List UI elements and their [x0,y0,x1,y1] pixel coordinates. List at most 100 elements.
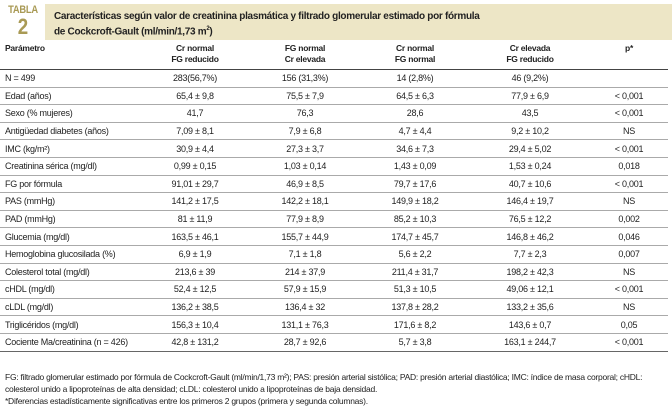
table-cell: 0,007 [590,245,668,264]
table-cell: 79,7 ± 17,6 [360,175,470,194]
table-row: Sexo (% mujeres) 41,7 76,3 28,6 43,5 < 0,001 [0,104,668,123]
column-header: p* [590,42,668,70]
row-label: cHDL (mg/dl) [0,280,140,299]
table-cell: 214 ± 37,9 [250,263,360,282]
row-label: FG por fórmula [0,175,140,194]
row-label: Hemoglobina glucosilada (%) [0,245,140,264]
row-label: PAS (mmHg) [0,192,140,211]
table-cell: 30,9 ± 4,4 [140,139,250,158]
row-label: Edad (años) [0,87,140,106]
table-row: Edad (años) 65,4 ± 9,8 75,5 ± 7,9 64,5 ± 6,… [0,87,668,106]
table-cell: 5,6 ± 2,2 [360,245,470,264]
table-cell: 163,1 ± 244,7 [470,333,590,352]
table-cell: 57,9 ± 15,9 [250,280,360,299]
table-cell: 5,7 ± 3,8 [360,333,470,352]
row-label: Triglicéridos (mg/dl) [0,315,140,334]
table-label: TABLA 2 [8,4,38,39]
table-cell: 41,7 [140,104,250,123]
table-row: IMC (kg/m²) 30,9 ± 4,4 27,3 ± 3,7 34,6 ± 7,… [0,139,668,158]
table-cell: 171,6 ± 8,2 [360,315,470,334]
column-header: Cr normal FG reducido [140,42,250,70]
table-cell: 51,3 ± 10,5 [360,280,470,299]
table-cell: 174,7 ± 45,7 [360,227,470,246]
table-cell: 4,7 ± 4,4 [360,122,470,141]
table-cell: 42,8 ± 131,2 [140,333,250,352]
table-cell: 133,2 ± 35,6 [470,298,590,317]
table-cell: NS [590,263,668,282]
table-cell: 163,5 ± 46,1 [140,227,250,246]
table-row: Triglicéridos (mg/dl) 156,3 ± 10,4 131,1 ±… [0,315,668,334]
table-cell: 29,4 ± 5,02 [470,139,590,158]
row-label: PAD (mmHg) [0,210,140,229]
table-cell: 137,8 ± 28,2 [360,298,470,317]
row-label: Colesterol total (mg/dl) [0,263,140,282]
table-cell: 1,43 ± 0,09 [360,157,470,176]
table-title: Características según valor de creatinin… [54,11,480,38]
table-cell [590,69,668,88]
table-cell: 146,4 ± 19,7 [470,192,590,211]
table-cell: 136,4 ± 32 [250,298,360,317]
table-cell: NS [590,192,668,211]
table-cell: 91,01 ± 29,7 [140,175,250,194]
table-cell: NS [590,298,668,317]
table-cell: 198,2 ± 42,3 [470,263,590,282]
row-label: IMC (kg/m²) [0,139,140,158]
title-band [45,4,672,40]
table-row: FG por fórmula 91,01 ± 29,7 46,9 ± 8,5 79,7… [0,175,668,194]
table-cell: 6,9 ± 1,9 [140,245,250,264]
table-cell: 81 ± 11,9 [140,210,250,229]
table-row: cLDL (mg/dl) 136,2 ± 38,5 136,4 ± 32 137,8 … [0,298,668,317]
row-label: N = 499 [0,69,140,88]
row-label: Creatinina sérica (mg/dl) [0,157,140,176]
table-cell: 0,99 ± 0,15 [140,157,250,176]
table-row: Hemoglobina glucosilada (%) 6,9 ± 1,9 7,1 … [0,245,668,264]
table-cell: < 0,001 [590,333,668,352]
table-cell: 76,5 ± 12,2 [470,210,590,229]
footnote-significance: *Diferencias estadísticamente significat… [5,396,368,406]
column-header: FG normal Cr elevada [250,42,360,70]
table-cell: 28,6 [360,104,470,123]
table-cell: 40,7 ± 10,6 [470,175,590,194]
table-cell: 213,6 ± 39 [140,263,250,282]
table-row: N = 499 283(56,7%) 156 (31,3%) 14 (2,8%) 46 … [0,69,668,88]
table-cell: 77,9 ± 6,9 [470,87,590,106]
table-cell: 75,5 ± 7,9 [250,87,360,106]
table-cell: 156,3 ± 10,4 [140,315,250,334]
column-header: Cr elevada FG reducido [470,42,590,70]
table-cell: NS [590,122,668,141]
table-row: PAS (mmHg) 141,2 ± 17,5 142,2 ± 18,1 149,9 … [0,192,668,211]
table-cell: 142,2 ± 18,1 [250,192,360,211]
row-label: Antigüedad diabetes (años) [0,122,140,141]
table-cell: 85,2 ± 10,3 [360,210,470,229]
table-cell: 136,2 ± 38,5 [140,298,250,317]
table-cell: 131,1 ± 76,3 [250,315,360,334]
row-label: Cociente Ma/creatinina (n = 426) [0,333,140,352]
table-row: Creatinina sérica (mg/dl) 0,99 ± 0,15 1,03… [0,157,668,176]
table-cell: 0,046 [590,227,668,246]
table-cell: < 0,001 [590,104,668,123]
table-cell: 46 (9,2%) [470,69,590,88]
table-row: Antigüedad diabetes (años) 7,09 ± 8,1 7,9 … [0,122,668,141]
table-cell: 27,3 ± 3,7 [250,139,360,158]
table-cell: 64,5 ± 6,3 [360,87,470,106]
row-label: Sexo (% mujeres) [0,104,140,123]
table-cell: 7,1 ± 1,8 [250,245,360,264]
table-cell: 34,6 ± 7,3 [360,139,470,158]
table-cell: 65,4 ± 9,8 [140,87,250,106]
table-cell: 7,9 ± 6,8 [250,122,360,141]
table-cell: 156 (31,3%) [250,69,360,88]
row-label: Glucemia (mg/dl) [0,227,140,246]
table-cell: 1,03 ± 0,14 [250,157,360,176]
table-cell: 143,6 ± 0,7 [470,315,590,334]
table-cell: 43,5 [470,104,590,123]
table-row: Cociente Ma/creatinina (n = 426) 42,8 ± 1… [0,333,668,352]
table-cell: 46,9 ± 8,5 [250,175,360,194]
column-header: Cr normal FG normal [360,42,470,70]
table-cell: 141,2 ± 17,5 [140,192,250,211]
data-table: Parámetro Cr normal FG reducido FG normal Cr… [0,42,668,352]
row-label: cLDL (mg/dl) [0,298,140,317]
table-cell: 0,002 [590,210,668,229]
column-header: Parámetro [0,42,140,70]
table-cell: 149,9 ± 18,2 [360,192,470,211]
table-cell: 28,7 ± 92,6 [250,333,360,352]
